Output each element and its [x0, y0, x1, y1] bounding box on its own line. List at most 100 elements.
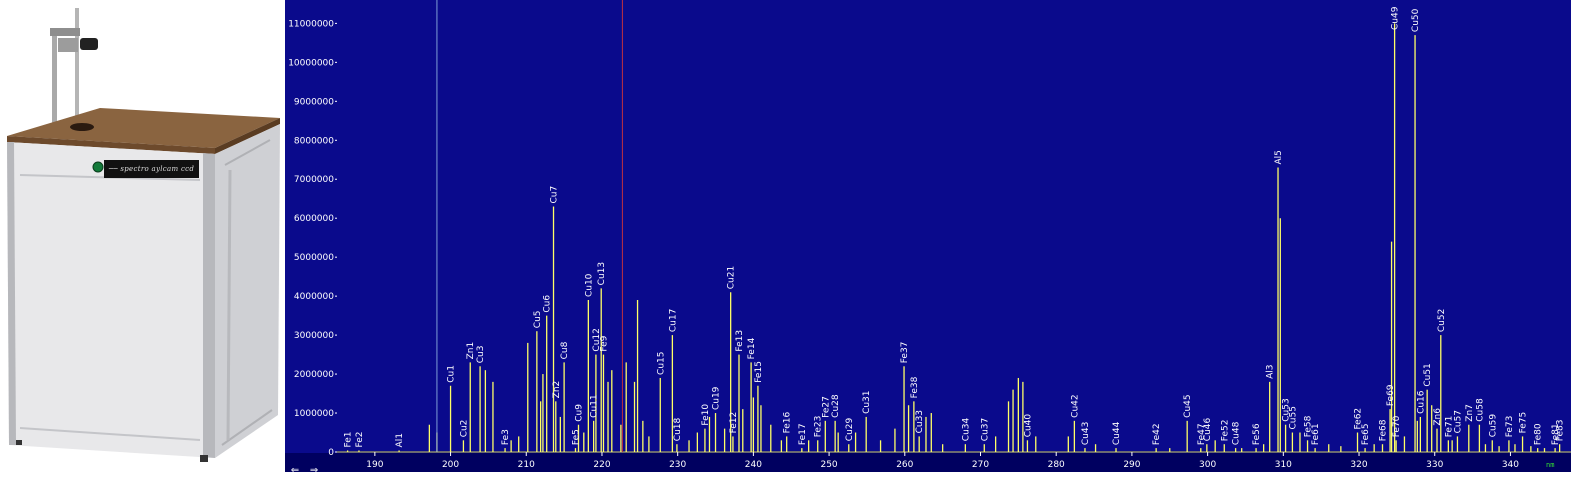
peak-label: Fe1 — [344, 431, 354, 447]
side-rail-bottom — [221, 409, 273, 446]
y-tick-label: 2000000 — [294, 370, 334, 380]
y-axis-ticks: 0 1000000 2000000 3000000 4000000 5000000 6000… — [288, 19, 337, 458]
stand-crossbar — [50, 28, 80, 36]
cabinet-foot-left — [16, 440, 22, 445]
cabinet-top — [7, 108, 280, 148]
spectrum-plot[interactable]: 0 1000000 2000000 3000000 4000000 5000000 6000… — [285, 0, 1571, 472]
peak-label: Cu13 — [597, 262, 607, 285]
cabinet-top-side-edge — [215, 118, 280, 154]
peak-label: Cu59 — [1488, 414, 1498, 438]
peak-label: Fe42 — [1152, 423, 1162, 445]
unit-label: nm — [1546, 461, 1555, 469]
peak-label: Cu28 — [831, 394, 841, 418]
x-tick-label: 290 — [1123, 460, 1140, 470]
y-tick-label: 10000000 — [288, 58, 334, 68]
peak-label: Zn7 — [1465, 404, 1475, 422]
x-tick-label: 300 — [1199, 460, 1216, 470]
peak-label: Zn2 — [552, 381, 562, 399]
cursor-lines[interactable] — [436, 0, 623, 452]
peak-label: Fe71 — [1444, 416, 1454, 438]
peak-label: Fe69 — [1386, 384, 1396, 406]
x-tick-label: 240 — [745, 460, 762, 470]
forward-arrow-button[interactable]: ⇒ — [309, 465, 319, 476]
power-indicator-icon — [92, 161, 104, 173]
peak-label: Fe37 — [900, 342, 910, 364]
x-tick-label: 330 — [1426, 460, 1443, 470]
y-tick-label: 9000000 — [294, 97, 334, 107]
peak-label: Cu51 — [1423, 363, 1433, 386]
x-tick-label: 220 — [593, 460, 610, 470]
x-tick-label: 230 — [669, 460, 686, 470]
sample-port — [70, 123, 94, 131]
peak-label: Fe3 — [501, 429, 511, 445]
stand-rod-right — [75, 8, 79, 130]
peak-label: Cu12 — [592, 328, 602, 351]
peak-label: Zn1 — [466, 342, 476, 360]
peak-label: Fe61 — [1311, 423, 1321, 445]
x-tick-label: 280 — [1048, 460, 1065, 470]
peak-label: Cu15 — [656, 352, 666, 375]
cabinet-top-edge — [7, 136, 215, 154]
peak-label: Fe13 — [735, 330, 745, 352]
peak-label: Fe83 — [1556, 420, 1566, 442]
peak-label: Fe52 — [1220, 420, 1230, 442]
peak-label: Fe81 — [1551, 423, 1561, 445]
x-tick-label: 200 — [442, 460, 459, 470]
peak-label: Cu3 — [476, 346, 486, 364]
peak-label: Fe14 — [747, 337, 757, 359]
grid-layer — [285, 451, 1571, 472]
emission-lines — [346, 23, 1561, 452]
x-axis-strip — [285, 453, 1571, 472]
back-arrow-button[interactable]: ⇐ — [290, 465, 300, 476]
spectrometer-photo: ── spectro aylcam ccd — [0, 0, 285, 472]
peak-label: Cu48 — [1232, 421, 1242, 445]
y-tick-label: 1000000 — [294, 409, 334, 419]
x-tick-label: 270 — [972, 460, 989, 470]
x-tick-label: 190 — [366, 460, 383, 470]
peak-label: Fe27 — [821, 396, 831, 418]
spectrum-chart[interactable]: 0 1000000 2000000 3000000 4000000 5000000 6000… — [285, 0, 1571, 472]
peak-label: Fe47 — [1197, 423, 1207, 445]
peak-label: Cu16 — [1416, 390, 1426, 414]
peak-label: Cu11 — [590, 394, 600, 417]
y-tick-label: 4000000 — [294, 292, 334, 302]
x-tick-label: 340 — [1502, 460, 1519, 470]
frame-rail-left — [7, 142, 16, 445]
peak-label: Cu17 — [668, 309, 678, 332]
peak-label: Al5 — [1274, 150, 1284, 164]
peak-label: Cu37 — [980, 418, 990, 441]
peak-label: Fe12 — [729, 412, 739, 434]
peak-label: Fe73 — [1505, 416, 1515, 438]
peak-label: Fe62 — [1354, 408, 1364, 430]
peak-label: Fe58 — [1304, 415, 1314, 437]
peak-label: Cu31 — [862, 390, 872, 413]
frame-rail-right — [203, 153, 215, 458]
peak-label: Cu52 — [1437, 309, 1447, 332]
cabinet-foot-right — [200, 455, 208, 462]
peak-label: Cu19 — [712, 386, 722, 410]
peak-label: Cu29 — [845, 417, 855, 441]
peak-label: Cu55 — [1288, 406, 1298, 429]
x-tick-label: 310 — [1275, 460, 1292, 470]
y-tick-label: 0 — [328, 448, 334, 458]
x-tick-label: 320 — [1350, 460, 1367, 470]
peak-label: Cu53 — [1282, 398, 1292, 421]
peak-label: Fe2 — [355, 431, 365, 447]
peak-label: Al1 — [395, 433, 405, 447]
y-tick-label: 5000000 — [294, 253, 334, 263]
peak-label: Cu18 — [673, 417, 683, 441]
peak-label: Cu34 — [961, 417, 971, 441]
peak-label: Cu1 — [447, 365, 457, 383]
navigation-buttons: ⇐ ⇒ — [288, 458, 324, 476]
peak-label: Fe56 — [1252, 423, 1262, 445]
peak-label: Cu45 — [1183, 394, 1193, 417]
y-tick-label: 11000000 — [288, 19, 334, 29]
y-tick-label: 8000000 — [294, 136, 334, 146]
peak-label: Cu42 — [1070, 394, 1080, 417]
x-tick-label: 260 — [896, 460, 913, 470]
peak-label: Cu49 — [1391, 6, 1401, 30]
peak-label: Fe9 — [599, 335, 609, 351]
peak-label: Cu10 — [584, 273, 594, 297]
x-tick-label: 210 — [518, 460, 535, 470]
